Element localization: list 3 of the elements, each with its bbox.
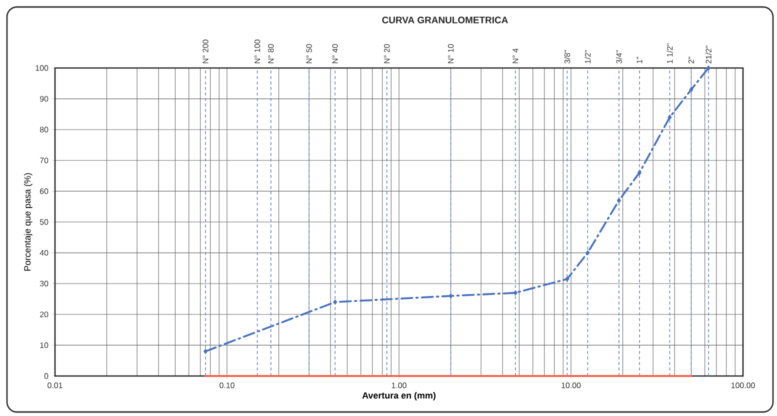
x-axis-title: Avertura en (mm): [362, 392, 436, 400]
chart-title: CURVA GRANULOMETRICA: [382, 16, 508, 24]
y-axis-title: Porcentaje que pasa (%): [24, 173, 32, 271]
